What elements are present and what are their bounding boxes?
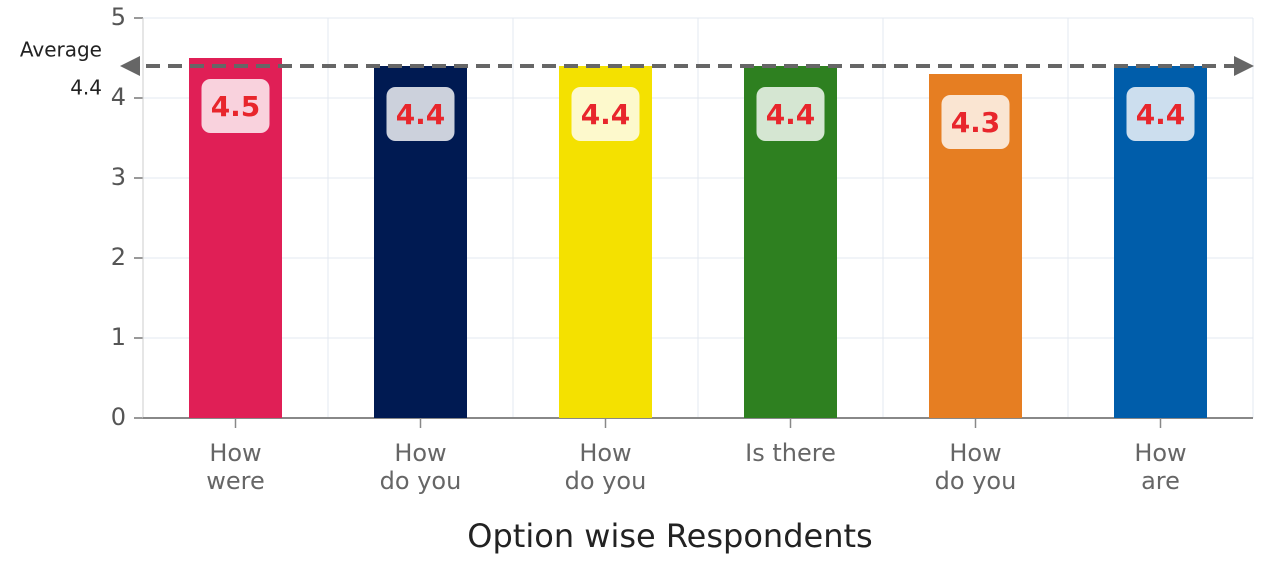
data-label: 4.4 [396, 98, 446, 131]
x-tick-label: How do you [935, 439, 1017, 495]
x-tick-label-line: How [209, 439, 261, 467]
average-label: Average [20, 38, 102, 62]
y-tick-label: 4 [111, 83, 126, 111]
y-tick-label: 0 [111, 403, 126, 431]
data-label: 4.3 [951, 106, 1001, 139]
average-value: 4.4 [70, 76, 102, 100]
x-tick-label: How were [206, 439, 265, 495]
x-tick-label: Is there [745, 439, 836, 467]
x-tick-label-line: do you [380, 467, 462, 495]
data-label: 4.4 [1136, 98, 1186, 131]
y-tick-label: 5 [111, 3, 126, 31]
x-tick-label-line: How [579, 439, 631, 467]
x-tick-label-line: are [1141, 467, 1180, 495]
x-tick-label-line: Is there [745, 439, 836, 467]
data-label-box [756, 87, 825, 141]
x-tick-label: How are [1134, 439, 1186, 495]
x-axis-title: Option wise Respondents [467, 517, 872, 555]
data-label-box [201, 79, 270, 133]
data-label-box [941, 95, 1010, 149]
data-label: 4.4 [581, 98, 631, 131]
x-tick-label-line: were [206, 467, 265, 495]
x-tick-label-line: do you [565, 467, 647, 495]
y-tick-label: 2 [111, 243, 126, 271]
data-label-box [571, 87, 640, 141]
x-tick-label: How do you [380, 439, 462, 495]
data-label-box [386, 87, 455, 141]
y-tick-label: 3 [111, 163, 126, 191]
x-tick-label-line: How [1134, 439, 1186, 467]
data-label: 4.4 [766, 98, 816, 131]
x-tick-label-line: do you [935, 467, 1017, 495]
x-tick-label-line: How [949, 439, 1001, 467]
y-tick-label: 1 [111, 323, 126, 351]
x-tick-label-line: How [394, 439, 446, 467]
data-label-box [1126, 87, 1195, 141]
x-tick-label: How do you [565, 439, 647, 495]
data-label: 4.5 [211, 90, 261, 123]
